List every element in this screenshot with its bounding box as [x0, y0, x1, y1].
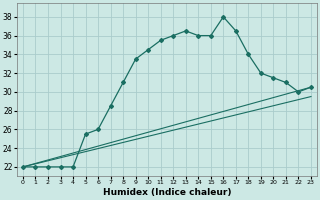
X-axis label: Humidex (Indice chaleur): Humidex (Indice chaleur) — [103, 188, 231, 197]
